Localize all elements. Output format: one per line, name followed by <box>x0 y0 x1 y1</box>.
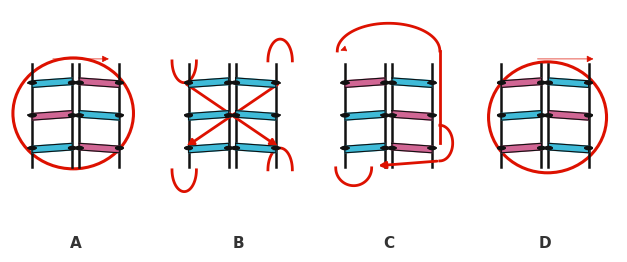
Circle shape <box>498 146 505 150</box>
Polygon shape <box>345 78 385 88</box>
Polygon shape <box>549 111 589 120</box>
Circle shape <box>538 81 545 84</box>
Circle shape <box>388 114 396 117</box>
Circle shape <box>68 81 76 84</box>
Polygon shape <box>32 143 72 153</box>
Polygon shape <box>392 78 432 88</box>
Circle shape <box>225 81 233 84</box>
Circle shape <box>232 114 240 117</box>
Polygon shape <box>79 78 119 88</box>
Polygon shape <box>502 111 542 120</box>
Polygon shape <box>189 143 229 153</box>
Circle shape <box>585 146 593 150</box>
Circle shape <box>75 81 83 84</box>
Text: C: C <box>383 236 394 251</box>
Circle shape <box>388 146 396 150</box>
Circle shape <box>538 114 545 117</box>
Circle shape <box>428 114 436 117</box>
Circle shape <box>272 146 280 150</box>
Circle shape <box>381 146 389 150</box>
Polygon shape <box>549 143 589 153</box>
Circle shape <box>232 146 240 150</box>
Circle shape <box>545 114 552 117</box>
Text: D: D <box>539 236 551 251</box>
Circle shape <box>185 146 192 150</box>
Circle shape <box>341 114 349 117</box>
Text: A: A <box>70 236 82 251</box>
Polygon shape <box>32 111 72 120</box>
Circle shape <box>498 81 505 84</box>
Circle shape <box>545 81 552 84</box>
Circle shape <box>68 146 76 150</box>
Circle shape <box>75 114 83 117</box>
Circle shape <box>272 81 280 84</box>
Circle shape <box>28 146 36 150</box>
Circle shape <box>115 146 123 150</box>
Polygon shape <box>79 111 119 120</box>
Circle shape <box>341 146 349 150</box>
Circle shape <box>381 114 389 117</box>
Polygon shape <box>502 143 542 153</box>
Circle shape <box>115 81 123 84</box>
Circle shape <box>115 114 123 117</box>
Polygon shape <box>345 111 385 120</box>
Circle shape <box>428 146 436 150</box>
Polygon shape <box>502 78 542 88</box>
Polygon shape <box>392 111 432 120</box>
Circle shape <box>28 114 36 117</box>
Circle shape <box>538 146 545 150</box>
Polygon shape <box>392 143 432 153</box>
Polygon shape <box>549 78 589 88</box>
Text: B: B <box>233 236 245 251</box>
Polygon shape <box>189 111 229 120</box>
Circle shape <box>225 114 233 117</box>
Polygon shape <box>345 143 385 153</box>
Circle shape <box>75 146 83 150</box>
Circle shape <box>428 81 436 84</box>
Polygon shape <box>236 78 276 88</box>
Circle shape <box>545 146 552 150</box>
Polygon shape <box>236 143 276 153</box>
Circle shape <box>381 81 389 84</box>
Circle shape <box>28 81 36 84</box>
Polygon shape <box>79 143 119 153</box>
Circle shape <box>498 114 505 117</box>
Polygon shape <box>189 78 229 88</box>
Circle shape <box>388 81 396 84</box>
Circle shape <box>585 81 593 84</box>
Polygon shape <box>32 78 72 88</box>
Circle shape <box>225 146 233 150</box>
Circle shape <box>232 81 240 84</box>
Circle shape <box>585 114 593 117</box>
Circle shape <box>185 81 192 84</box>
Polygon shape <box>236 111 276 120</box>
Circle shape <box>68 114 76 117</box>
Circle shape <box>272 114 280 117</box>
Circle shape <box>341 81 349 84</box>
Circle shape <box>185 114 192 117</box>
